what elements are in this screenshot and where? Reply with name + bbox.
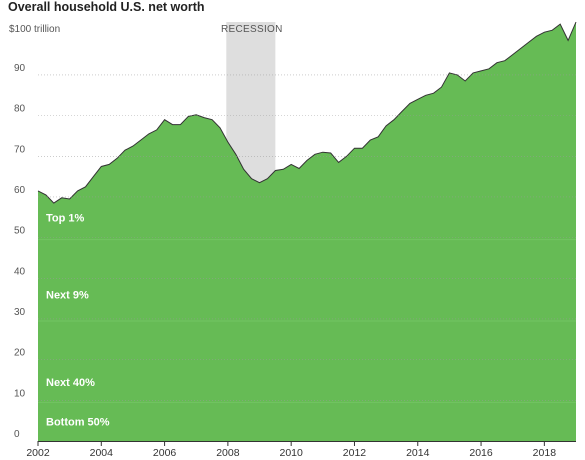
y-tick-label: 30 [14, 307, 26, 318]
x-tick-label: 2010 [279, 447, 303, 459]
band-boundaries [38, 239, 576, 403]
net-worth-line [37, 21, 577, 204]
net-worth-area [38, 22, 576, 441]
recession-label: RECESSION [221, 24, 283, 35]
y-tick-label: 90 [14, 63, 26, 74]
x-tick-label: 2002 [26, 447, 50, 459]
y-tick-label: 0 [14, 429, 20, 440]
y-unit-label: $100 trillion [9, 24, 60, 35]
y-tick-label: 60 [14, 185, 26, 196]
y-axis: 0 10 20 30 40 50 60 70 80 90 [14, 63, 26, 440]
x-tick-label: 2006 [153, 447, 177, 459]
x-tick-label: 2008 [216, 447, 240, 459]
x-tick-label: 2004 [90, 447, 114, 459]
y-tick-label: 10 [14, 388, 26, 399]
x-tick-label: 2014 [406, 447, 430, 459]
y-tick-label: 50 [14, 226, 26, 237]
band-label: Top 1% [46, 212, 85, 224]
chart-title: Overall household U.S. net worth [8, 0, 205, 14]
y-tick-label: 20 [14, 348, 26, 359]
y-tick-label: 80 [14, 104, 26, 115]
band-label: Bottom 50% [46, 417, 110, 429]
y-tick-label: 40 [14, 266, 26, 277]
x-tick-label: 2016 [469, 447, 493, 459]
band-label: Next 9% [46, 290, 89, 302]
y-tick-label: 70 [14, 144, 26, 155]
band-labels: Top 1% Next 9% Next 40% Bottom 50% [46, 212, 110, 428]
x-tick-label: 2018 [533, 447, 557, 459]
x-axis: 2002 2004 2006 2008 2010 2012 2014 2016 2018 [26, 441, 556, 459]
band-label: Next 40% [46, 377, 95, 389]
x-tick-label: 2012 [343, 447, 367, 459]
